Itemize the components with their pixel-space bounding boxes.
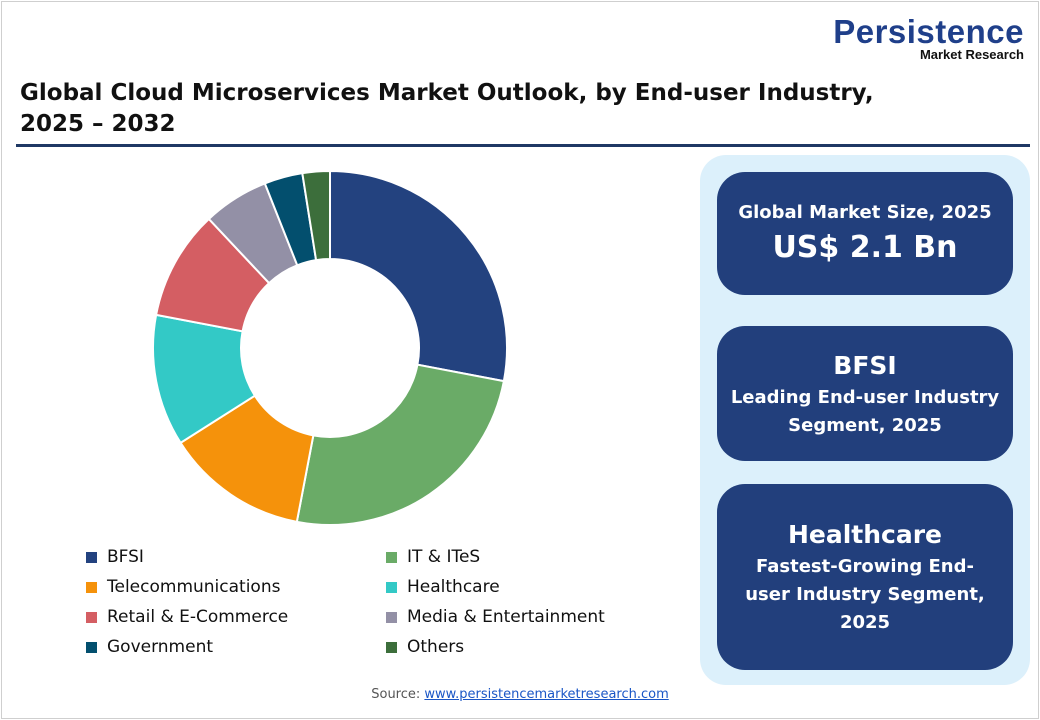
- leading-segment-desc-2: Segment, 2025: [788, 414, 942, 436]
- logo-subtext: Market Research: [919, 47, 1024, 62]
- legend-swatch: [86, 641, 97, 653]
- market-size-value: US$ 2.1 Bn: [772, 229, 958, 265]
- legend-item: Retail & E-Commerce: [86, 606, 386, 628]
- legend-swatch: [386, 551, 397, 563]
- legend-item: BFSI: [86, 546, 386, 568]
- legend-label: Retail & E-Commerce: [107, 607, 289, 627]
- legend-label: Healthcare: [407, 577, 500, 597]
- legend-label: Telecommunications: [107, 577, 281, 597]
- legend-swatch: [86, 611, 97, 623]
- legend-label: Government: [107, 637, 214, 657]
- leading-segment-desc-1: Leading End-user Industry: [730, 386, 1000, 408]
- market-size-label: Global Market Size, 2025: [738, 201, 992, 223]
- fastest-segment-card: Healthcare Fastest-Growing End- user Ind…: [717, 484, 1013, 670]
- leading-segment-card: BFSI Leading End-user Industry Segment, …: [717, 326, 1013, 461]
- legend-label: Media & Entertainment: [407, 607, 605, 627]
- divider: [16, 144, 1030, 147]
- highlights-panel: Global Market Size, 2025 US$ 2.1 Bn BFSI…: [700, 155, 1030, 685]
- slice-bfsi: [329, 169, 508, 383]
- market-size-card: Global Market Size, 2025 US$ 2.1 Bn: [717, 172, 1013, 295]
- legend-swatch: [386, 611, 397, 623]
- title-line-1: Global Cloud Microservices Market Outloo…: [20, 80, 874, 106]
- legend-swatch: [86, 551, 97, 563]
- legend-item: Government: [86, 636, 386, 658]
- legend-label: IT & ITeS: [407, 547, 481, 567]
- fastest-segment-desc-1: Fastest-Growing End-: [756, 556, 974, 577]
- legend-item: Telecommunications: [86, 576, 386, 598]
- fastest-segment-name: Healthcare: [787, 520, 943, 549]
- source: Source: www.persistencemarketresearch.co…: [0, 687, 1040, 702]
- slice-others: [301, 169, 331, 262]
- legend-item: Healthcare: [386, 576, 686, 598]
- legend-item: Others: [386, 636, 686, 658]
- leading-segment-name: BFSI: [833, 350, 897, 380]
- legend-item: IT & ITeS: [386, 546, 686, 568]
- chart-legend: BFSI IT & ITeS Telecommunications Healthcar…: [86, 546, 686, 658]
- fastest-segment-desc-3: 2025: [839, 612, 891, 633]
- page-title: Global Cloud Microservices Market Outloo…: [20, 78, 920, 140]
- logo-text: Persistence: [833, 13, 1024, 50]
- legend-swatch: [86, 581, 97, 593]
- source-link[interactable]: www.persistencemarketresearch.com: [424, 687, 669, 702]
- legend-label: Others: [407, 637, 465, 657]
- logo: Persistence Market Research: [833, 13, 1024, 62]
- legend-swatch: [386, 581, 397, 593]
- legend-item: Media & Entertainment: [386, 606, 686, 628]
- legend-swatch: [386, 641, 397, 653]
- legend-label: BFSI: [107, 547, 144, 567]
- fastest-segment-desc-2: user Industry Segment,: [745, 584, 985, 605]
- title-line-2: 2025 – 2032: [20, 111, 176, 137]
- slice-it-ites: [295, 363, 506, 526]
- source-label: Source:: [371, 687, 421, 702]
- donut-chart: [152, 169, 508, 526]
